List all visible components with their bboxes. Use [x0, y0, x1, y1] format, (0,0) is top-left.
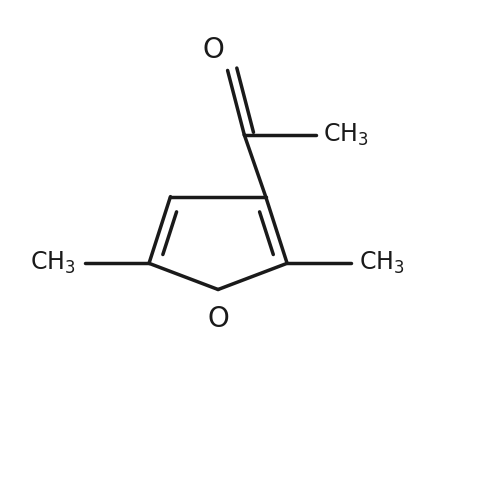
Text: CH$_3$: CH$_3$	[30, 250, 75, 276]
Text: O: O	[207, 305, 229, 333]
Text: O: O	[203, 36, 225, 64]
Text: CH$_3$: CH$_3$	[323, 122, 368, 148]
Text: CH$_3$: CH$_3$	[359, 250, 404, 276]
